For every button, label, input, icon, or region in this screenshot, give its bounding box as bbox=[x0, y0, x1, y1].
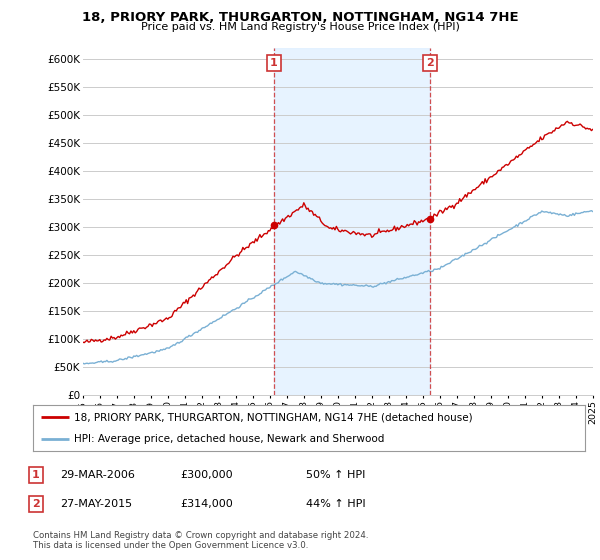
Text: 18, PRIORY PARK, THURGARTON, NOTTINGHAM, NG14 7HE (detached house): 18, PRIORY PARK, THURGARTON, NOTTINGHAM,… bbox=[74, 412, 473, 422]
Text: £314,000: £314,000 bbox=[180, 499, 233, 509]
Text: 27-MAY-2015: 27-MAY-2015 bbox=[60, 499, 132, 509]
Text: £300,000: £300,000 bbox=[180, 470, 233, 480]
Text: 50% ↑ HPI: 50% ↑ HPI bbox=[306, 470, 365, 480]
Text: Price paid vs. HM Land Registry's House Price Index (HPI): Price paid vs. HM Land Registry's House … bbox=[140, 22, 460, 32]
Text: Contains HM Land Registry data © Crown copyright and database right 2024.
This d: Contains HM Land Registry data © Crown c… bbox=[33, 531, 368, 550]
Text: 1: 1 bbox=[270, 58, 278, 68]
Text: 2: 2 bbox=[32, 499, 40, 509]
Text: HPI: Average price, detached house, Newark and Sherwood: HPI: Average price, detached house, Newa… bbox=[74, 435, 385, 444]
Text: 1: 1 bbox=[32, 470, 40, 480]
Bar bbox=[274, 48, 430, 395]
Text: 29-MAR-2006: 29-MAR-2006 bbox=[60, 470, 135, 480]
Text: 18, PRIORY PARK, THURGARTON, NOTTINGHAM, NG14 7HE: 18, PRIORY PARK, THURGARTON, NOTTINGHAM,… bbox=[82, 11, 518, 24]
Text: 44% ↑ HPI: 44% ↑ HPI bbox=[306, 499, 365, 509]
Text: 2: 2 bbox=[426, 58, 433, 68]
